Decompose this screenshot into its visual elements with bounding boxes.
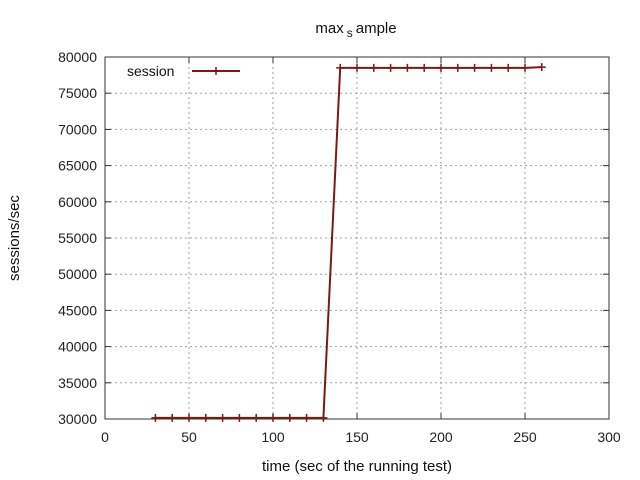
y-tick-label: 50000 — [58, 266, 97, 282]
data-point — [353, 63, 361, 72]
x-tick-label: 300 — [597, 429, 621, 445]
x-tick-label: 0 — [101, 429, 109, 445]
y-tick-label: 75000 — [58, 85, 97, 101]
data-point — [302, 413, 311, 422]
data-point — [403, 63, 412, 72]
data-point — [487, 63, 496, 72]
x-tick-label: 250 — [513, 429, 537, 445]
y-tick-label: 65000 — [58, 158, 97, 174]
chart-title-part-1: max — [315, 20, 344, 37]
data-point — [504, 63, 513, 72]
chart-title-part-2: s — [347, 26, 353, 40]
plot-frame — [104, 56, 610, 420]
y-tick-label: 35000 — [58, 375, 97, 391]
y-tick-label: 60000 — [58, 194, 97, 210]
chart-title-part-3: ample — [356, 20, 397, 37]
data-point — [218, 413, 227, 422]
data-point — [285, 413, 294, 422]
legend-label-session: session — [127, 63, 174, 79]
y-tick-label: 80000 — [58, 49, 97, 65]
data-point — [336, 63, 345, 72]
y-tick-label: 30000 — [58, 411, 97, 427]
series-line — [155, 66, 542, 419]
data-point — [369, 63, 378, 72]
data-point — [201, 413, 210, 422]
chart-title: max s ample — [315, 20, 396, 40]
legend-marker — [212, 67, 220, 75]
y-tick-label: 70000 — [58, 121, 97, 137]
data-point — [252, 413, 261, 422]
data-point — [319, 413, 328, 422]
y-axis-label: sessions/sec — [6, 195, 23, 281]
x-tick-label: 150 — [345, 429, 369, 445]
data-point — [185, 413, 193, 422]
y-tick-label: 45000 — [58, 302, 97, 318]
data-point — [437, 63, 445, 72]
data-point — [420, 63, 429, 72]
data-point — [168, 413, 177, 422]
data-point — [453, 63, 462, 72]
x-axis-ticks: 0 50 100 150 200 250 300 — [101, 57, 621, 445]
data-point — [269, 413, 277, 422]
x-axis-label: time (sec of the running test) — [262, 458, 452, 475]
y-axis-ticks: 30000 35000 40000 45000 50000 55000 60000 65000… — [58, 49, 609, 427]
data-point — [151, 413, 160, 422]
legend-swatch-session — [192, 67, 240, 75]
grid — [105, 57, 609, 419]
y-tick-label: 55000 — [58, 230, 97, 246]
y-tick-label: 40000 — [58, 339, 97, 355]
data-point — [470, 63, 479, 72]
legend: session — [127, 63, 240, 79]
series-session — [151, 63, 546, 422]
data-point — [235, 413, 244, 422]
x-tick-label: 100 — [261, 429, 285, 445]
data-point — [537, 63, 546, 72]
data-point — [386, 63, 395, 72]
data-point — [521, 63, 529, 72]
x-tick-label: 200 — [429, 429, 453, 445]
x-tick-label: 50 — [181, 429, 197, 445]
